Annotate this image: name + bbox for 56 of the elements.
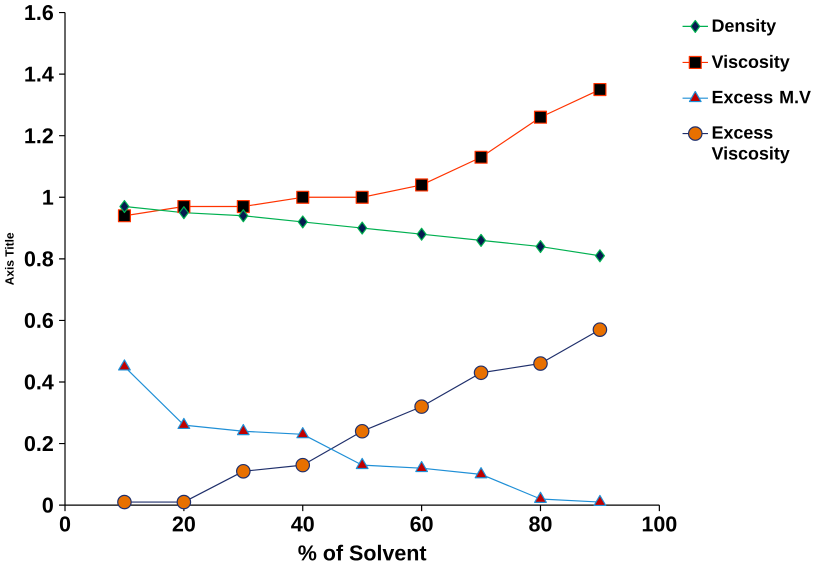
point	[296, 190, 310, 204]
y-tick-label: 1.2	[25, 128, 53, 144]
point	[474, 150, 488, 164]
point	[236, 464, 251, 479]
y-tick-label: 1.4	[25, 66, 54, 82]
point	[178, 206, 189, 220]
point	[298, 216, 308, 229]
point	[118, 360, 131, 371]
x-tick-label: 60	[410, 516, 433, 532]
legend-label: Viscosity	[712, 55, 790, 72]
point	[357, 222, 368, 235]
point	[177, 418, 190, 430]
y-tick-label: 0	[42, 498, 53, 513]
point	[356, 458, 369, 470]
y-tick-label: 1	[43, 190, 54, 205]
y-tick-label: 0.6	[24, 313, 53, 328]
point	[592, 322, 608, 338]
point	[354, 424, 370, 439]
point	[176, 495, 192, 510]
point	[476, 234, 486, 248]
y-axis-title: Axis Title	[4, 233, 14, 286]
point	[593, 83, 606, 96]
point	[118, 209, 131, 223]
point	[296, 427, 310, 439]
x-tick-label: 20	[172, 516, 195, 532]
y-tick-label: 0.8	[24, 252, 54, 267]
point	[535, 240, 546, 254]
point	[474, 467, 488, 479]
legend-label: Excess Viscosity	[712, 126, 790, 164]
point	[534, 492, 547, 504]
x-axis-title: % of Solvent	[298, 545, 426, 561]
point	[414, 400, 429, 414]
point	[356, 190, 369, 204]
point	[594, 249, 605, 263]
point	[295, 458, 310, 473]
legend-label: Excess M.V	[712, 91, 811, 104]
point	[594, 495, 606, 506]
x-tick-label: 0	[60, 516, 70, 532]
point	[474, 366, 488, 380]
y-tick-label: 1.6	[25, 5, 53, 20]
legend-label: Density	[712, 19, 776, 36]
x-tick-label: 40	[291, 516, 314, 532]
point	[238, 209, 248, 223]
point	[534, 110, 548, 124]
point	[415, 461, 428, 472]
point	[533, 356, 548, 372]
y-tick-label: 0.2	[24, 436, 53, 452]
point	[119, 200, 130, 214]
x-tick-label: 100	[642, 516, 676, 532]
point	[236, 424, 250, 436]
point	[117, 495, 132, 510]
y-tick-label: 0.4	[24, 374, 54, 390]
point	[416, 228, 427, 242]
x-tick-label: 80	[529, 516, 552, 532]
point	[236, 200, 250, 214]
point	[415, 178, 428, 192]
